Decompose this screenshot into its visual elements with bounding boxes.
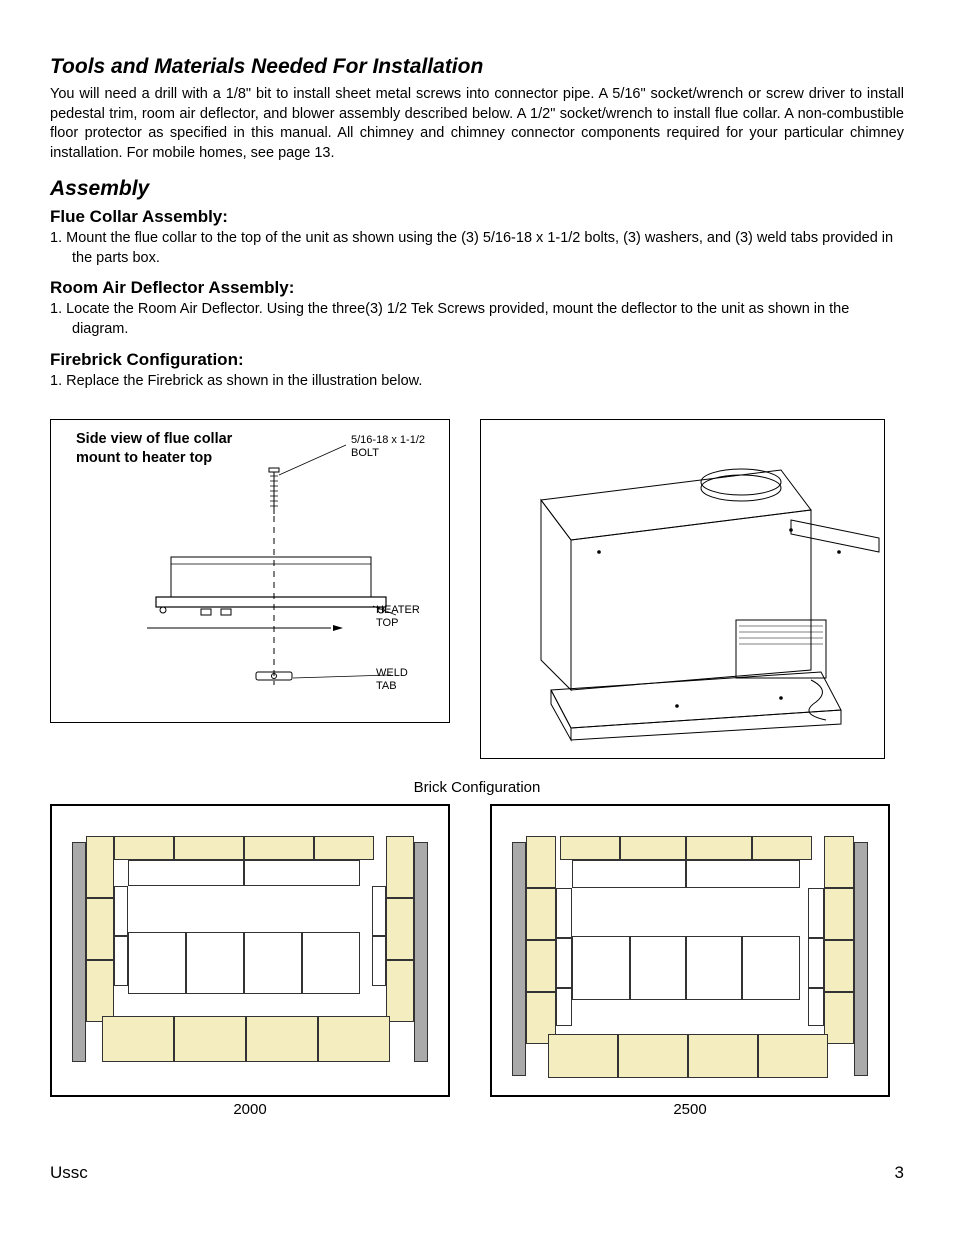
weld-callout-line2: TAB <box>376 680 397 692</box>
brick-diagram-2500 <box>490 804 890 1097</box>
flue-collar-title: Flue Collar Assembly: <box>50 207 904 227</box>
weld-callout-line1: WELD <box>376 667 408 679</box>
firebrick-title: Firebrick Configuration: <box>50 350 904 370</box>
brick-col-2000: 2000 <box>50 804 450 1118</box>
bolt-callout-line1: 5/16-18 x 1-1/2 <box>351 434 425 446</box>
page-footer: Ussc 3 <box>50 1163 904 1183</box>
footer-brand: Ussc <box>50 1163 88 1183</box>
diagram-row: Side view of flue collar mount to heater… <box>50 419 904 759</box>
brick-label-2500: 2500 <box>490 1101 890 1118</box>
heater-callout-line2: TOP <box>376 617 398 629</box>
flue-collar-step: 1. Mount the flue collar to the top of t… <box>50 229 904 268</box>
brick-col-2500: 2500 <box>490 804 890 1118</box>
heater-callout-line1: HEATER <box>376 604 420 616</box>
tools-section-title: Tools and Materials Needed For Installat… <box>50 55 904 79</box>
assembly-section-title: Assembly <box>50 177 904 201</box>
stove-svg <box>481 420 886 760</box>
brick-inner-2500 <box>512 836 868 1081</box>
firebrick-step: 1. Replace the Firebrick as shown in the… <box>50 372 904 392</box>
brick-label-2000: 2000 <box>50 1101 450 1118</box>
bolt-callout-line2: BOLT <box>351 447 379 459</box>
flue-collar-diagram: Side view of flue collar mount to heater… <box>50 419 450 723</box>
stove-diagram <box>480 419 885 759</box>
footer-page-number: 3 <box>895 1163 904 1183</box>
room-air-title: Room Air Deflector Assembly: <box>50 278 904 298</box>
brick-config-title: Brick Configuration <box>50 779 904 796</box>
tools-body-text: You will need a drill with a 1/8" bit to… <box>50 85 904 163</box>
brick-diagram-2000 <box>50 804 450 1097</box>
bolt-callout: 5/16-18 x 1-1/2 BOLT <box>351 434 425 460</box>
brick-row: 2000 <box>50 804 904 1118</box>
room-air-step: 1. Locate the Room Air Deflector. Using … <box>50 300 904 339</box>
weld-callout: WELD TAB <box>376 667 408 693</box>
brick-inner-2000 <box>72 836 428 1081</box>
heater-callout: HEATER TOP <box>376 604 420 630</box>
